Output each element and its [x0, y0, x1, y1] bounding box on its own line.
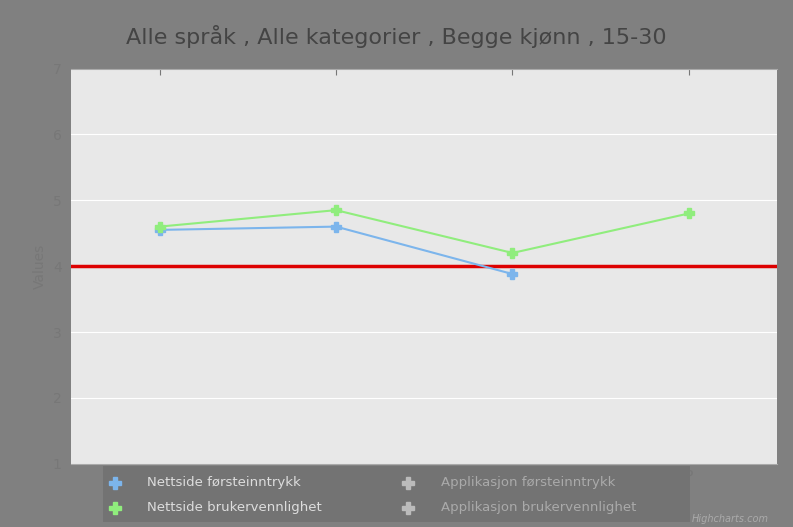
Text: Nettside førsteinntrykk: Nettside førsteinntrykk	[147, 476, 301, 490]
Text: Applikasjon førsteinntrykk: Applikasjon førsteinntrykk	[441, 476, 615, 490]
Text: Highcharts.com: Highcharts.com	[692, 514, 769, 524]
Text: Alle språk , Alle kategorier , Begge kjønn , 15-30: Alle språk , Alle kategorier , Begge kjø…	[126, 25, 667, 48]
Y-axis label: Values: Values	[33, 243, 48, 289]
Text: Applikasjon brukervennlighet: Applikasjon brukervennlighet	[441, 501, 636, 514]
Text: Nettside brukervennlighet: Nettside brukervennlighet	[147, 501, 322, 514]
